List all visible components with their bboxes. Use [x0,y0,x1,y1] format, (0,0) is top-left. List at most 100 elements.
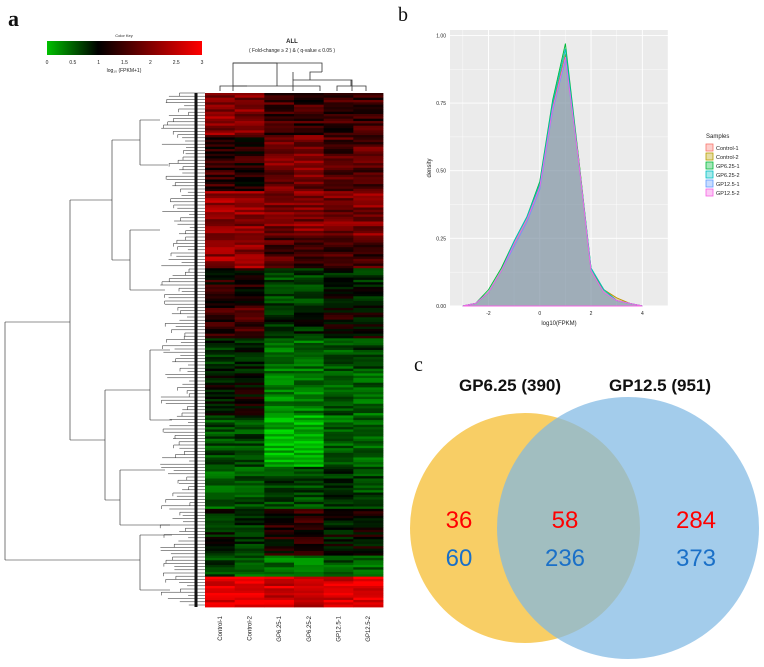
heatmap-cell [234,156,265,159]
heatmap-cell [205,317,236,321]
heatmap-cell [294,511,325,514]
heatmap-cell [323,111,354,115]
heatmap-cell [205,368,236,372]
heatmap-cell [205,413,236,416]
heatmap-cell [353,352,384,356]
heatmap-cell [294,170,325,173]
heatmap-cell [323,181,354,185]
heatmap-cell [353,522,384,526]
heatmap-cell [323,310,354,314]
heatmap-cell [234,188,265,192]
heatmap-cell [234,102,265,106]
heatmap-cell [323,209,354,213]
heatmap-cell [264,431,295,435]
heatmap-cell [205,107,236,110]
heatmap-cell [294,244,325,248]
heatmap-cell [205,214,236,218]
heatmap-cell [353,588,384,592]
heatmap-cell [264,114,295,117]
heatmap-cell [323,569,354,573]
heatmap-cell [353,515,384,519]
heatmap-cell [264,139,295,143]
heatmap-cell [264,249,295,253]
heatmap-cell [323,170,354,173]
heatmap-cell [323,469,354,472]
heatmap-cell [264,466,295,470]
heatmap-cell [323,270,354,274]
heatmap-cell [205,97,236,101]
heatmap-cell [234,508,265,512]
heatmap-cell [205,597,236,601]
heatmap-cell [323,406,354,409]
heatmap-cell [205,487,236,491]
heatmap-cell [294,324,325,328]
heatmap-cell [323,235,354,239]
heatmap-cell [353,216,384,220]
heatmap-cell [234,410,265,414]
heatmap-cell [205,427,236,430]
heatmap-cell [294,125,325,129]
heatmap-cell [294,207,325,211]
heatmap-cell [205,595,236,599]
heatmap-cell [323,179,354,183]
heatmap-cell [264,230,295,234]
heatmap-cell [294,406,325,409]
heatmap-cell [205,249,236,253]
heatmap-cell [294,576,325,580]
heatmap-cell [353,158,384,162]
heatmap-cell [234,427,265,430]
heatmap-cell [234,529,265,533]
heatmap-cell [264,592,295,596]
heatmap-cell [353,462,384,465]
heatmap-cell [264,216,295,220]
heatmap-cell [323,172,354,176]
heatmap-cell [353,438,384,442]
heatmap-cell [234,385,265,388]
legend-label: GP6.25-1 [716,164,740,170]
heatmap-cell [323,382,354,386]
heatmap-cell [264,179,295,183]
heatmap-cell [205,471,236,475]
heatmap-cell [323,513,354,517]
heatmap-cell [205,307,236,311]
heatmap-cell [234,392,265,395]
heatmap-cell [234,223,265,227]
heatmap-cell [205,578,236,582]
heatmap-cell [205,324,236,328]
heatmap-cell [264,536,295,540]
heatmap-cell [234,408,265,412]
heatmap-cell [353,100,384,103]
heatmap-cell [234,485,265,489]
color-key-tick-label: 2 [149,60,152,66]
heatmap-cell [353,382,384,386]
heatmap-cell [234,202,265,206]
heatmap-cell [234,569,265,573]
heatmap-cell [205,310,236,314]
heatmap-cell [323,293,354,297]
heatmap-cell [353,445,384,449]
heatmap-cell [294,312,325,316]
heatmap-cell [264,581,295,585]
heatmap-cell [205,513,236,517]
heatmap-cell [323,191,354,194]
heatmap-cell [205,121,236,124]
heatmap-cell [264,205,295,208]
heatmap-cell [264,188,295,192]
heatmap-cell [323,371,354,374]
heatmap-cell [353,427,384,430]
heatmap-cell [205,469,236,472]
heatmap-cell [294,513,325,517]
heatmap-cell [234,244,265,248]
heatmap-cell [353,494,384,498]
heatmap-cell [323,422,354,426]
heatmap-cell [294,525,325,528]
heatmap-cell [294,459,325,463]
heatmap-cell [353,354,384,358]
heatmap-cell [294,441,325,444]
heatmap-cell [264,480,295,484]
heatmap-cell [264,328,295,332]
heatmap-cell [294,284,325,288]
heatmap-cell [353,567,384,571]
heatmap-cell [205,455,236,458]
heatmap-cell [264,399,295,402]
